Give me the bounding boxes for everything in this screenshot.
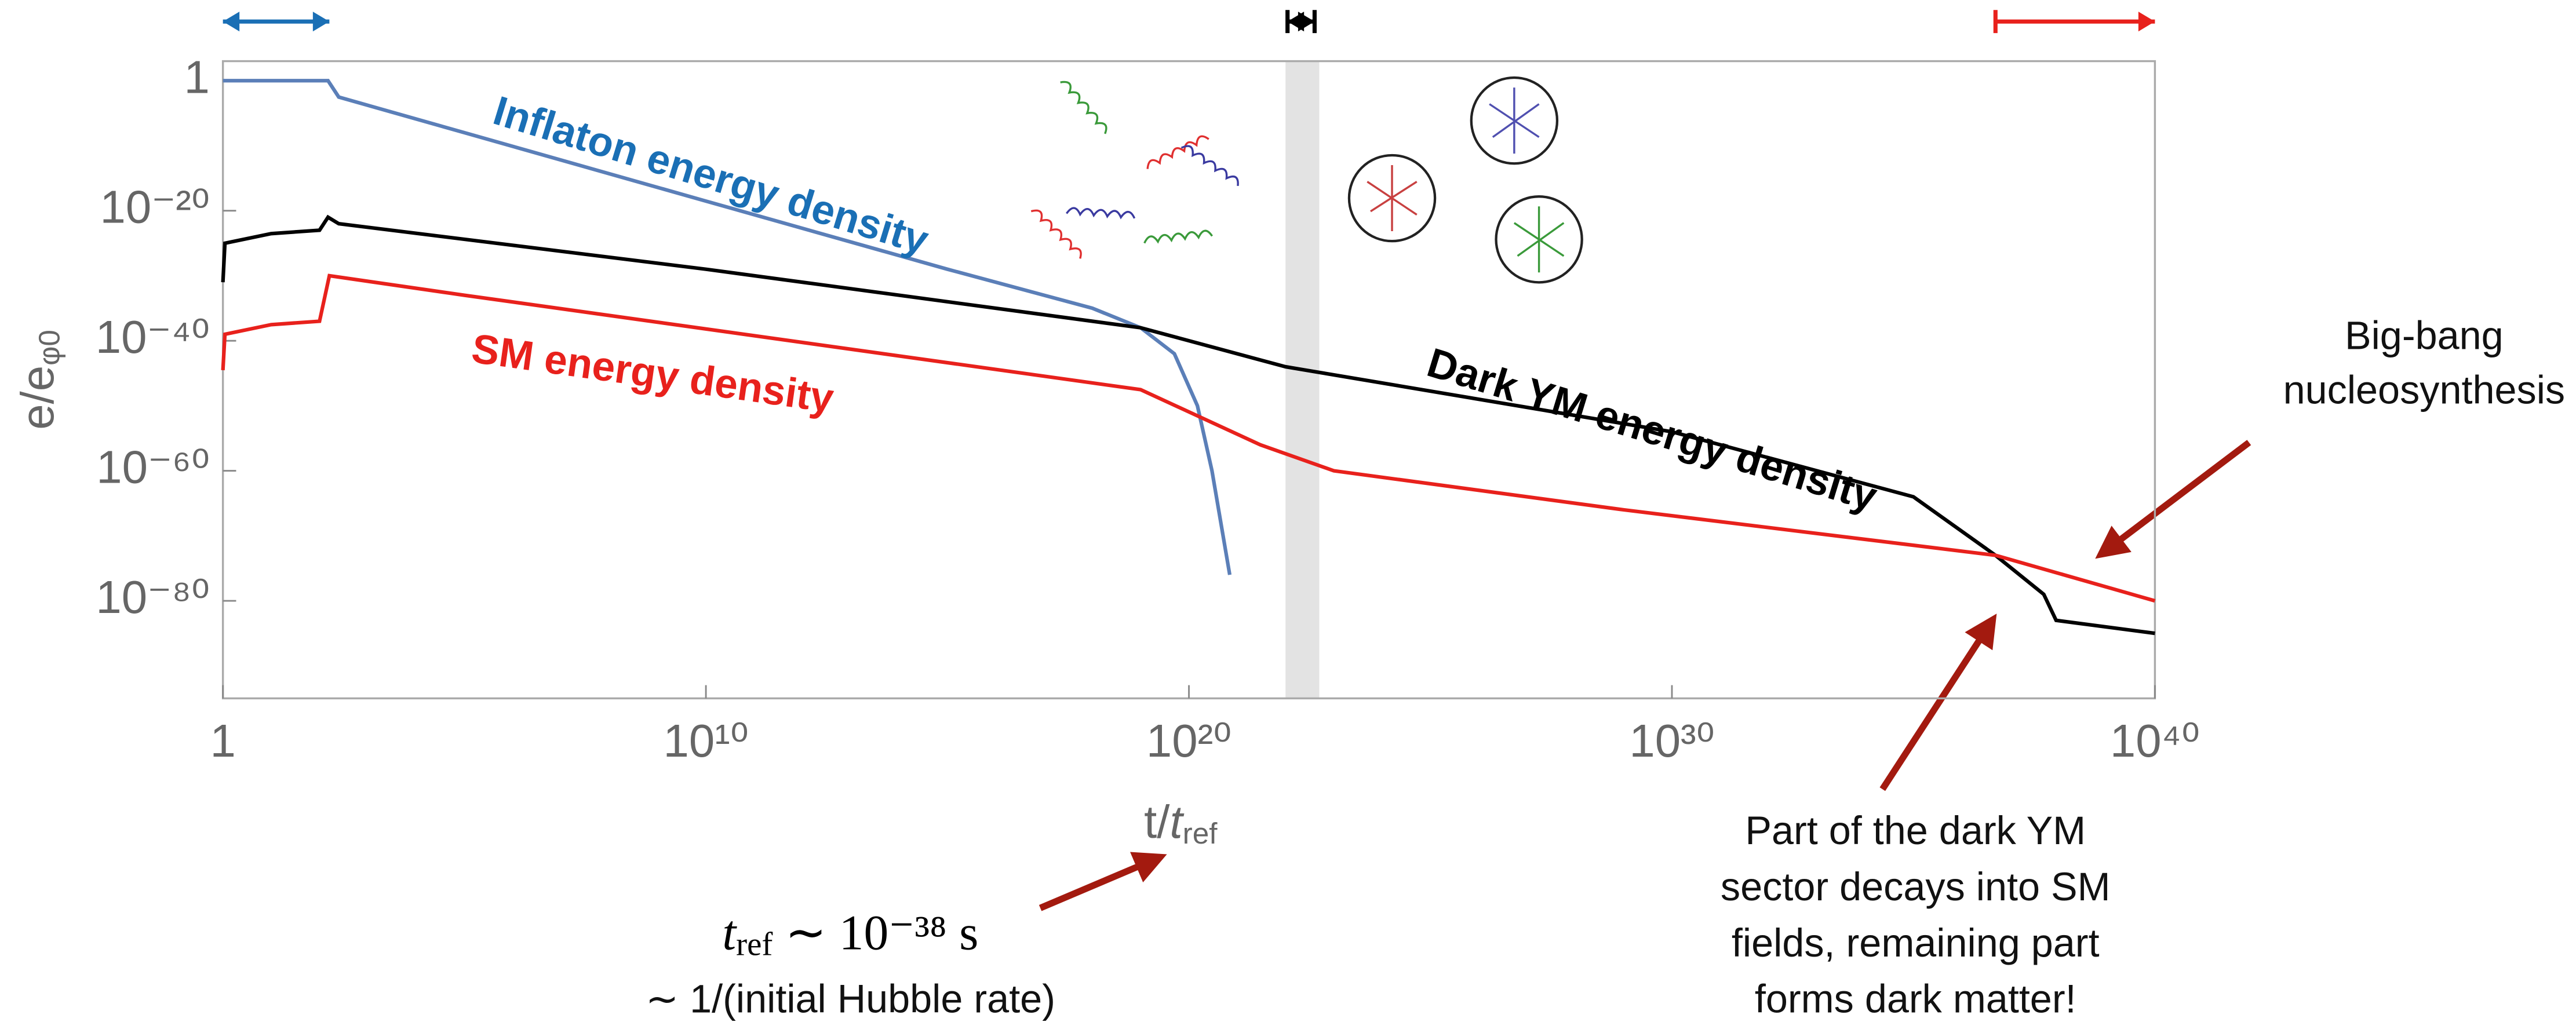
series-line	[223, 276, 2155, 601]
tref-explanation: ∼ 1/(initial Hubble rate)	[646, 977, 1055, 1021]
top-marker-head	[223, 12, 239, 31]
decay-note: Part of the dark YM	[1745, 809, 2086, 853]
decay-note: sector decays into SM	[1721, 865, 2111, 909]
y-tick-label: 10⁻⁴⁰	[96, 311, 210, 363]
tref-rest: ∼ 10⁻³⁸ s	[773, 906, 978, 960]
y-axis-label: e/eφ0	[12, 330, 65, 430]
x-tick-label: 1	[210, 715, 235, 767]
series-label: Inflaton energy density	[488, 88, 934, 264]
y-axis-label-sub: φ0	[32, 330, 65, 366]
highlight-band	[1285, 61, 1319, 699]
tref-sub: ref	[736, 926, 773, 963]
x-axis-label-main: t/	[1144, 796, 1170, 848]
decay-note: forms dark matter!	[1755, 977, 2076, 1021]
y-tick-label: 10⁻²⁰	[100, 181, 209, 233]
y-tick-label: 1	[184, 51, 209, 103]
top-marker-head	[1298, 12, 1314, 31]
series-line	[223, 81, 1230, 575]
bbn-note: nucleosynthesis	[2283, 368, 2566, 412]
top-marker-head	[2138, 12, 2155, 31]
series-line	[223, 217, 2155, 633]
y-tick-label: 10⁻⁸⁰	[96, 571, 209, 623]
top-marker	[1995, 10, 2155, 33]
tref-annotation: tref ∼ 10⁻³⁸ s	[722, 906, 978, 963]
top-marker	[223, 12, 330, 31]
top-marker	[1288, 10, 1315, 33]
y-tick-label: 10⁻⁶⁰	[96, 441, 210, 493]
decay-note: fields, remaining part	[1732, 921, 2100, 965]
x-tick-label: 10²⁰	[1146, 715, 1231, 767]
plot-frame	[223, 61, 2155, 699]
x-tick-label: 10³⁰	[1629, 715, 1714, 767]
top-marker-head	[313, 12, 329, 31]
tref-var: t	[722, 906, 737, 960]
y-axis-label-main: e/e	[12, 366, 63, 430]
chart: e/eφ0 t/tref tref ∼ 10⁻³⁸ s ∼ 1/(initial…	[0, 0, 2576, 1022]
x-tick-label: 10⁴⁰	[2110, 715, 2200, 767]
x-axis-label-sub: ref	[1183, 816, 1218, 849]
x-axis-label: t/tref	[1144, 796, 1218, 850]
x-tick-label: 10¹⁰	[663, 715, 748, 767]
bbn-note: Big-bang	[2345, 313, 2504, 357]
